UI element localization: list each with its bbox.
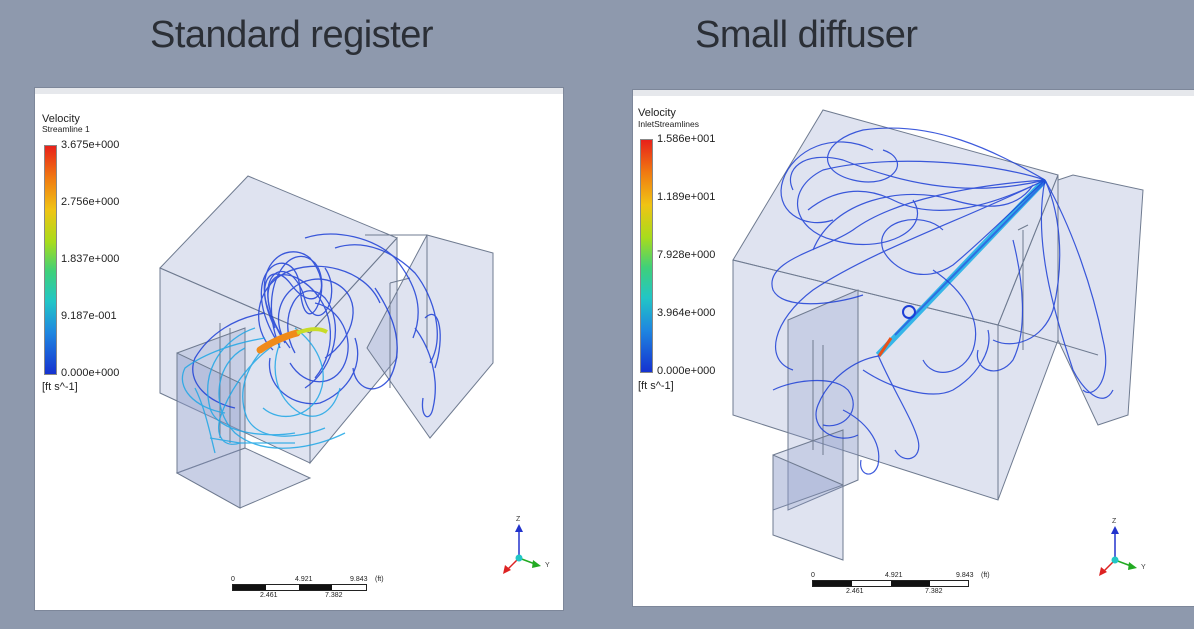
streamlines-main (192, 233, 441, 418)
left-panel-title: Standard register (150, 14, 434, 56)
scale-tick-0: 0 (811, 572, 815, 579)
scale-tick-2461: 2.461 (846, 588, 864, 595)
legend-tick-4: 3.964e+000 (657, 307, 716, 319)
scale-unit: (ft) (375, 576, 384, 583)
axis-triad (1099, 526, 1137, 576)
legend-subtitle: InletStreamlines (638, 119, 699, 129)
axis-z-label: Z (1112, 518, 1117, 525)
legend-tick-4: 9.187e-001 (61, 310, 117, 322)
streamlines-main (771, 127, 1114, 475)
scale-tick-4921: 4.921 (885, 572, 903, 579)
legend-title: Velocity (42, 113, 80, 125)
scale-bar (812, 580, 969, 587)
scale-tick-2461: 2.461 (260, 592, 278, 599)
legend-units: [ft s^-1] (42, 381, 78, 393)
velocity-color-bar (640, 139, 653, 373)
velocity-color-bar (44, 145, 57, 375)
legend-tick-3: 1.837e+000 (61, 253, 120, 265)
viewport-top-strip (633, 90, 1194, 96)
right-streamline-plot (732, 109, 1144, 561)
legend-tick-max: 1.586e+001 (657, 133, 716, 145)
legend-units: [ft s^-1] (638, 380, 674, 392)
right-panel-title: Small diffuser (695, 14, 918, 56)
axis-z-label: Z (516, 516, 521, 523)
legend-tick-min: 0.000e+000 (657, 365, 716, 377)
scale-tick-4921: 4.921 (295, 576, 313, 583)
legend-tick-3: 7.928e+000 (657, 249, 716, 261)
right-cfd-viewport[interactable]: Velocity InletStreamlines 1.586e+001 1.1… (633, 90, 1194, 606)
inlet-register (256, 327, 328, 354)
scale-tick-7382: 7.382 (325, 592, 343, 599)
left-streamline-plot (159, 175, 494, 509)
scale-tick-0: 0 (231, 576, 235, 583)
axis-triad (503, 524, 541, 574)
legend-tick-max: 3.675e+000 (61, 139, 120, 151)
viewport-top-strip (35, 88, 563, 94)
streamlines-mid (181, 327, 346, 454)
scale-tick-7382: 7.382 (925, 588, 943, 595)
axis-y-label: Y (1141, 564, 1146, 571)
scale-bar (232, 584, 367, 591)
scale-tick-9843: 9.843 (350, 576, 368, 583)
legend-tick-2: 1.189e+001 (657, 191, 716, 203)
axis-y-label: Y (545, 562, 550, 569)
diffuser-jet (875, 177, 1048, 358)
scale-unit: (ft) (981, 572, 990, 579)
legend-title: Velocity (638, 107, 676, 119)
legend-subtitle: Streamline 1 (42, 124, 90, 134)
room-geometry (732, 109, 1144, 561)
legend-tick-min: 0.000e+000 (61, 367, 120, 379)
left-cfd-viewport[interactable]: Velocity Streamline 1 3.675e+000 2.756e+… (35, 88, 563, 610)
legend-tick-2: 2.756e+000 (61, 196, 120, 208)
scale-tick-9843: 9.843 (956, 572, 974, 579)
